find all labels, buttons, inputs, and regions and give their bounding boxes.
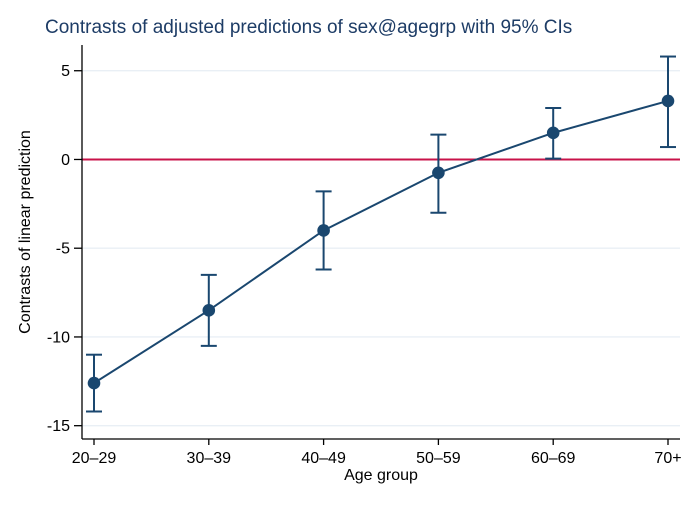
data-point-marker [661, 94, 675, 108]
x-tick-label: 70+ [654, 450, 681, 467]
y-tick-label: -10 [47, 329, 70, 346]
data-point-marker [87, 376, 101, 390]
data-point-marker [432, 166, 445, 180]
data-point-marker [202, 304, 216, 317]
y-tick-label: 5 [61, 63, 70, 80]
x-axis-title: Age group [344, 467, 418, 484]
x-tick-label: 50–59 [416, 450, 461, 467]
data-point-marker [546, 126, 560, 140]
y-tick-label: -15 [47, 418, 70, 435]
chart-title: Contrasts of adjusted predictions of sex… [45, 17, 573, 38]
series-line [93, 99, 669, 384]
x-tick-label: 20–29 [72, 450, 117, 467]
y-tick-label: 0 [61, 152, 70, 169]
y-tick-label: -5 [56, 241, 70, 258]
x-tick-label: 30–39 [187, 450, 232, 467]
x-tick-label: 60–69 [531, 450, 576, 467]
data-point-marker [317, 224, 330, 237]
x-tick-label: 40–49 [301, 450, 346, 467]
